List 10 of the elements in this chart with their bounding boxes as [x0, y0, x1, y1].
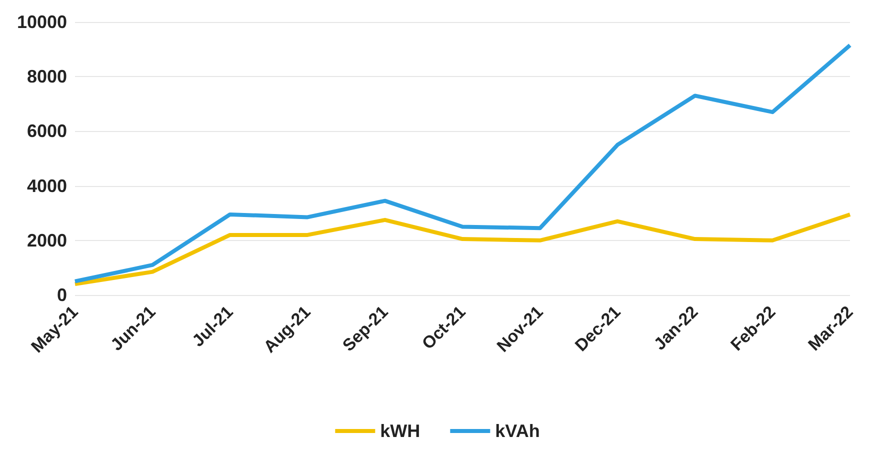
y-tick-label: 8000 [26, 66, 67, 87]
line-series [73, 43, 852, 284]
line-series [73, 212, 852, 286]
y-tick-label: 2000 [26, 230, 67, 250]
legend-label: kVAh [495, 421, 540, 441]
legend-label: kWH [380, 421, 420, 441]
y-tick-label: 10000 [16, 12, 67, 32]
y-tick-label: 0 [56, 285, 67, 305]
y-tick-label: 4000 [26, 176, 67, 196]
y-tick-label: 6000 [26, 121, 67, 142]
